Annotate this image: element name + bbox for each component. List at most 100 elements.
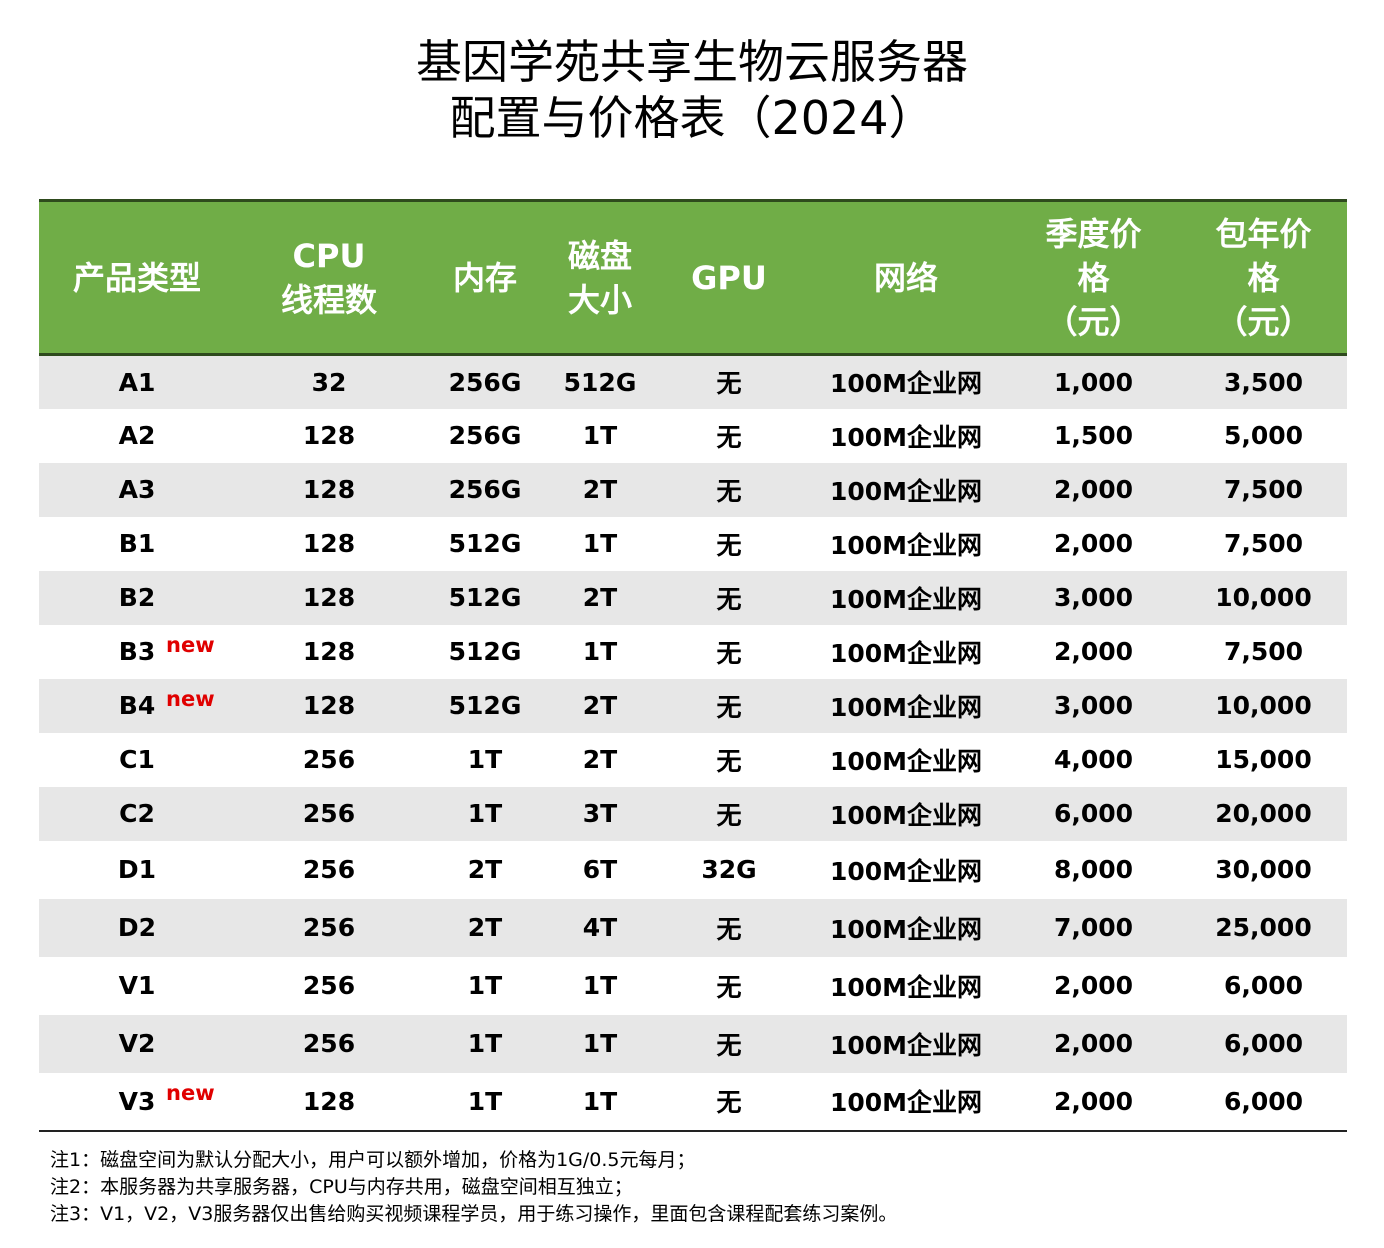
header-line: 线程数 [280, 280, 377, 319]
table-row: A2 128 256G 1T 无 100M企业网 1,500 5,000 [39, 409, 1347, 463]
header-cell: 内存 [423, 199, 547, 356]
table-cell: 15,000 [1215, 745, 1312, 774]
table-cell: 256G [423, 462, 547, 517]
table-cell: 32 [235, 354, 423, 409]
table-cell: 256 [302, 745, 356, 774]
table-row: V2 256 1T 1T 无 100M企业网 2,000 6,000 [39, 1014, 1347, 1073]
header-line: （元） [1045, 302, 1142, 341]
table-cell: 无 [716, 638, 742, 668]
table-cell: 2T [547, 570, 653, 625]
header-line: 季度价 [1045, 214, 1142, 253]
table-cell: 512G [423, 570, 547, 625]
table-cell: C1 [119, 745, 155, 774]
table-cell: 4T [547, 898, 653, 957]
header-line: （元） [1215, 302, 1312, 341]
notes: 注1：磁盘空间为默认分配大小，用户可以额外增加，价格为1G/0.5元每月； 注2：… [50, 1147, 897, 1228]
table-cell: 6,000 [1180, 1072, 1347, 1132]
table-cell: 6,000 [1007, 786, 1180, 841]
table-cell: 10,000 [1180, 678, 1347, 733]
table-cell: 2,000 [1007, 1072, 1180, 1132]
header-cell: 产品类型 [39, 199, 235, 356]
table-cell: V3 new [39, 1072, 235, 1132]
table-cell: 无 [716, 422, 742, 452]
table-cell: 无 [716, 972, 742, 1002]
table-cell: 512G [423, 678, 547, 733]
table-cell: 8,000 [1053, 855, 1134, 884]
table-row: B1 128 512G 1T 无 100M企业网 2,000 7,500 [39, 517, 1347, 571]
header-line: 包年价 [1215, 214, 1312, 253]
table-cell: 无 [716, 746, 742, 776]
table-cell: 2,000 [1053, 529, 1134, 558]
table-cell: 3,000 [1007, 570, 1180, 625]
header-line: 网络 [873, 258, 938, 297]
table-cell: 无 [653, 898, 805, 957]
table-cell: 100M企业网 [829, 972, 983, 1002]
table-row: B4 new 128 512G 2T 无 100M企业网 3,000 10,000 [39, 678, 1347, 733]
table-cell: 1T [467, 971, 503, 1000]
table-body: A1 32 256G 512G 无 100M企业网 1,000 3,500 A2 128 256G 1… [39, 354, 1347, 1132]
table-cell: 100M企业网 [829, 530, 983, 560]
table-cell: 6,000 [1223, 971, 1304, 1000]
table-cell: 2T [547, 462, 653, 517]
header-cell: CPU 线程数 [235, 199, 423, 356]
table-row: V3 new 128 1T 1T 无 100M企业网 2,000 6,000 [39, 1072, 1347, 1132]
table-cell: 无 [653, 678, 805, 733]
table-cell: D1 [117, 855, 157, 884]
table-cell: 10,000 [1180, 570, 1347, 625]
table-row: A1 32 256G 512G 无 100M企业网 1,000 3,500 [39, 354, 1347, 409]
table-cell: 2,000 [1053, 637, 1134, 666]
table-cell: 3T [547, 786, 653, 841]
table-row: A3 128 256G 2T 无 100M企业网 2,000 7,500 [39, 462, 1347, 517]
title-line: 配置与价格表（2024） [449, 91, 935, 145]
table-cell: V2 [39, 1014, 235, 1073]
new-tag: new [166, 632, 215, 657]
table-cell: 2T [467, 855, 503, 884]
table-cell: 无 [653, 462, 805, 517]
table-cell: 7,500 [1180, 462, 1347, 517]
table-cell: 2T [423, 898, 547, 957]
table-cell: 100M企业网 [805, 678, 1007, 733]
title: 基因学苑共享生物云服务器 配置与价格表（2024） [0, 34, 1384, 146]
table-cell: 1T [467, 745, 503, 774]
table-cell: 100M企业网 [829, 422, 983, 452]
header-line: 格 [1247, 258, 1280, 297]
table-cell: 128 [302, 421, 356, 450]
table-cell: 512G [448, 529, 522, 558]
table-cell: 1T [582, 971, 618, 1000]
table-cell: A1 [39, 354, 235, 409]
header-line: CPU [292, 236, 366, 275]
header-line: 大小 [567, 280, 632, 319]
header-line: 产品类型 [72, 258, 201, 297]
table-cell: 128 [235, 462, 423, 517]
table-cell: D2 [39, 898, 235, 957]
table-cell: 100M企业网 [805, 786, 1007, 841]
table-cell: 1T [582, 421, 618, 450]
table-cell: 256G [423, 354, 547, 409]
table-cell: 256 [302, 971, 356, 1000]
table-cell: 无 [653, 1072, 805, 1132]
table-cell: 25,000 [1180, 898, 1347, 957]
header-line: 格 [1077, 258, 1110, 297]
table-cell: V1 [118, 971, 156, 1000]
table-cell: A2 [118, 421, 156, 450]
table-cell: 3,500 [1180, 354, 1347, 409]
table-cell: 2,000 [1007, 1014, 1180, 1073]
table-cell: 512G [448, 637, 522, 666]
table-cell: 1T [423, 1072, 547, 1132]
table-row: B2 128 512G 2T 无 100M企业网 3,000 10,000 [39, 570, 1347, 625]
table-cell: 256G [448, 421, 522, 450]
table-cell: 128 [302, 637, 356, 666]
header-line: 磁盘 [567, 236, 632, 275]
table-cell: 256 [235, 898, 423, 957]
table-cell: 32G [701, 855, 757, 884]
table-cell: C2 [39, 786, 235, 841]
table-cell: 2T [582, 745, 618, 774]
table-cell: 128 [235, 1072, 423, 1132]
table-cell: 100M企业网 [829, 856, 983, 886]
table-row: V1 256 1T 1T 无 100M企业网 2,000 6,000 [39, 957, 1347, 1015]
table-row: D1 256 2T 6T 32G 100M企业网 8,000 30,000 [39, 841, 1347, 899]
table-cell: 6,000 [1180, 1014, 1347, 1073]
table-cell: 2,000 [1007, 462, 1180, 517]
table-cell: 7,500 [1223, 529, 1304, 558]
